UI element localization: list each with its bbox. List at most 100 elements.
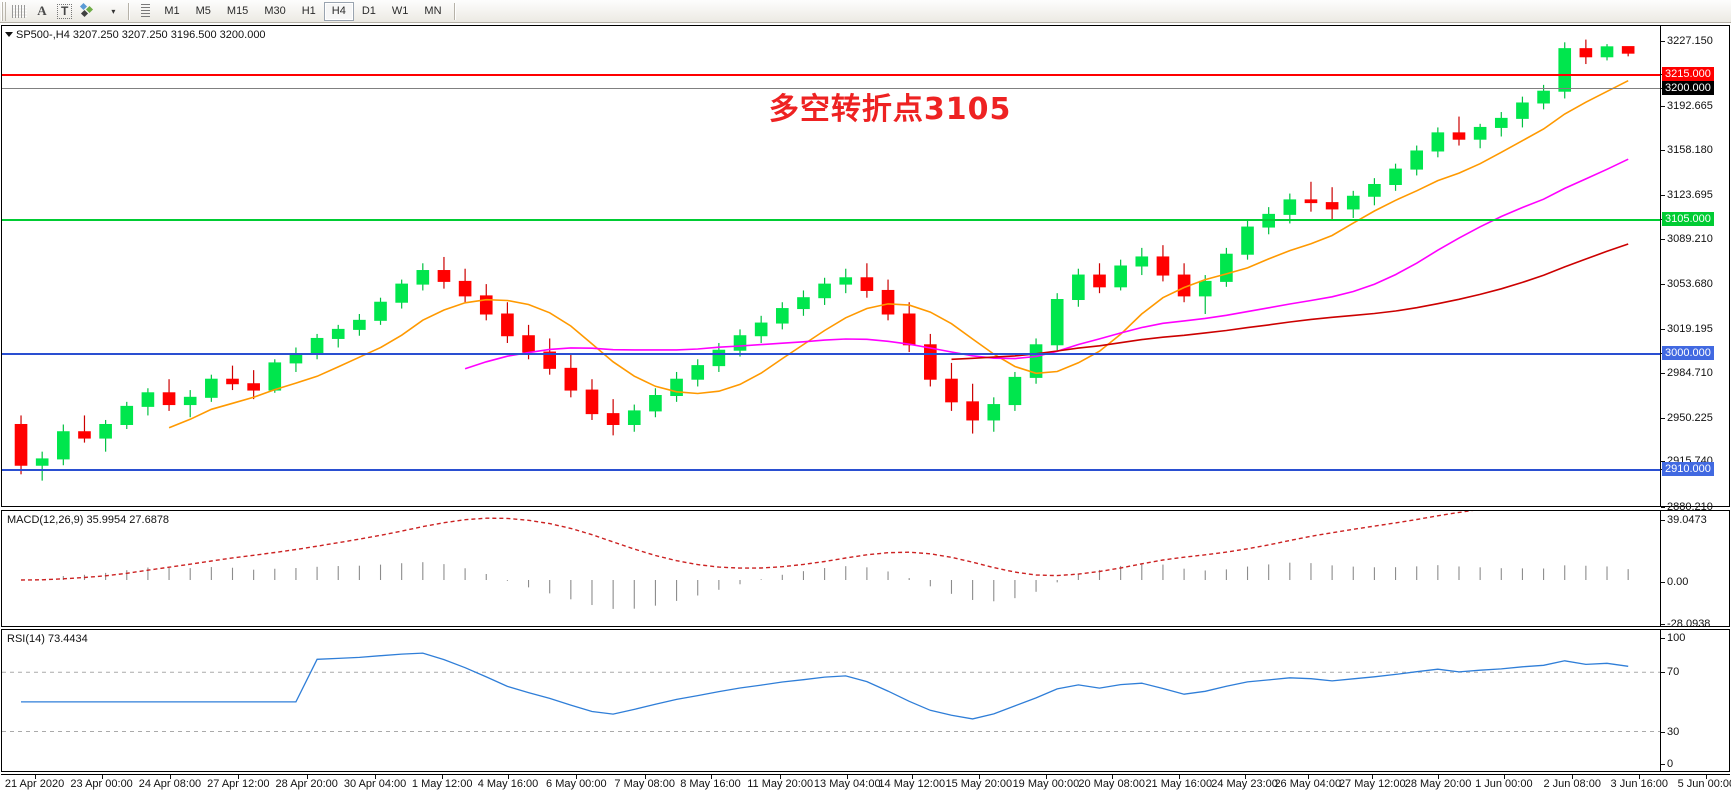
price-axis-label: 3019.195 [1667,322,1713,335]
time-tick [978,775,980,779]
price-plot[interactable]: 多空转折点3105 [2,26,1660,506]
timeframe-m5[interactable]: M5 [195,5,211,17]
time-tick [710,775,712,779]
time-tick [911,775,913,779]
rsi-axis-label: 70 [1667,666,1680,679]
time-axis-label: 27 May 12:00 [1338,778,1406,790]
candle [839,268,853,294]
time-axis-label: 5 Jun 00:00 [1677,778,1731,790]
time-axis-label: 28 Apr 20:00 [275,778,338,790]
pivot-3105[interactable] [2,218,1660,221]
resistance-3215[interactable] [2,73,1660,76]
candle [395,279,408,309]
support-3000[interactable] [2,353,1660,356]
time-tick [1706,775,1708,779]
color-dropdown-caret-icon[interactable]: ▾ [111,6,116,16]
candle [881,279,895,321]
text-box-icon[interactable]: T [53,1,76,22]
symbol-collapse-caret-icon[interactable] [5,32,13,37]
candle [945,362,958,411]
time-axis-label: 7 May 08:00 [614,778,675,790]
price-axis[interactable]: 3227.150 3215.000 3200.000 3192.665 3158.180… [1660,26,1729,513]
price-axis-label: 3053.680 [1667,278,1713,291]
time-tick [375,775,377,779]
candle [754,315,768,343]
timeframe-w1[interactable]: W1 [391,5,409,17]
timeframe-grip[interactable] [134,1,156,22]
candle [353,314,366,336]
time-tick [507,775,509,779]
support-2910[interactable] [2,468,1660,471]
time-axis[interactable]: 21 Apr 2020 23 Apr 00:00 24 Apr 08:00 27 Ap… [1,774,1731,796]
candle [1198,275,1212,314]
candle [797,290,810,316]
timeframe-mn[interactable]: MN [424,5,442,17]
price-axis-label: 3089.210 [1667,233,1713,246]
text-label-icon[interactable]: A [37,3,47,18]
time-axis-label: 8 May 16:00 [680,778,741,790]
crosshair-grid-icon[interactable] [8,1,31,22]
price-pane[interactable]: 多空转折点3105 SP500-,H4 3207.250 3207.250 31… [1,25,1730,513]
price-axis-label: 2984.710 [1667,367,1713,380]
candle [1156,245,1170,282]
candle [1177,263,1191,303]
time-axis-label: 30 Apr 04:00 [343,778,407,790]
time-tick [1372,775,1374,779]
macd-svg [20,511,1629,609]
time-axis-label: 23 Apr 00:00 [70,778,133,790]
time-tick [1503,775,1505,779]
color-picker-icon[interactable] [76,1,100,22]
price-candles-svg [14,39,1635,481]
candle [35,451,49,481]
candle [1072,268,1085,307]
price-axis-label: 2950.225 [1667,411,1713,424]
time-tick [780,775,782,779]
timeframe-h1[interactable]: H1 [301,5,316,17]
rsi-plot[interactable] [2,630,1660,771]
time-tick [1244,775,1246,779]
time-tick [644,775,646,779]
candle [1283,193,1297,224]
macd-axis[interactable]: 39.0473 0.00 -28.0938 [1660,511,1729,630]
macd-axis-label: -28.0938 [1667,617,1711,630]
time-tick [306,775,308,779]
candle [14,415,28,475]
candle [860,263,874,298]
time-axis-label: 2 Jun 08:00 [1543,778,1601,790]
candle [1135,247,1149,276]
candle [141,388,155,416]
toolbar-grip[interactable] [1,1,8,21]
rsi-axis-label: 0 [1667,757,1674,770]
timeframe-m1[interactable]: M1 [164,5,180,17]
candle [585,379,599,420]
current-price-3200[interactable] [2,88,1660,90]
price-tick [1661,417,1665,419]
macd-plot[interactable] [2,511,1660,626]
rsi-pane[interactable]: RSI(14) 73.4434 100 70 30 0 [1,629,1730,772]
rsi-axis[interactable]: 100 70 30 0 [1660,630,1729,771]
timeframe-d1[interactable]: D1 [361,5,376,17]
time-axis-label: 13 May 04:00 [813,778,881,790]
time-axis-label: 19 May 00:00 [1012,778,1080,790]
time-axis-label: 1 May 12:00 [411,778,473,790]
symbol-info-label: SP500-,H4 3207.250 3207.250 3196.500 320… [16,29,266,41]
toolbar-separator-2 [453,2,456,20]
price-axis-label: 3215.000 [1662,66,1714,81]
price-tick [1661,194,1665,196]
time-axis-label: 24 May 23:00 [1211,778,1278,790]
candle [818,277,831,305]
timeframe-m15[interactable]: M15 [226,5,249,17]
rsi-tick [1661,731,1665,733]
macd-pane[interactable]: MACD(12,26,9) 35.9954 27.6878 39.0473 0.0… [1,510,1730,630]
timeframe-h4[interactable]: H4 [323,1,354,21]
price-tick [1661,105,1665,107]
candle [162,379,176,411]
candle [247,370,260,400]
macd-tick [1661,623,1665,625]
time-tick [238,775,240,779]
time-tick [847,775,849,779]
price-tick [1661,150,1665,152]
time-tick [1111,775,1113,779]
price-tick [1661,460,1665,462]
timeframe-m30[interactable]: M30 [264,5,286,17]
